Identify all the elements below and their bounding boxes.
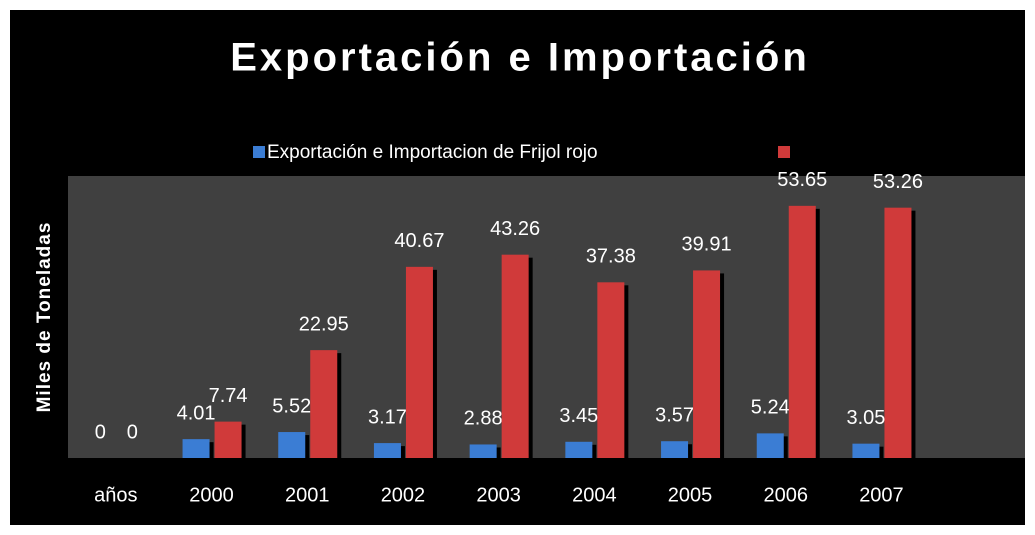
plot-area	[68, 176, 1025, 458]
data-label: 3.17	[368, 406, 407, 428]
bar	[693, 270, 721, 458]
data-label: 53.26	[873, 171, 923, 193]
bar	[661, 441, 689, 458]
data-label: 3.05	[846, 407, 885, 429]
x-tick-label: 2002	[381, 484, 426, 506]
bar	[373, 443, 401, 458]
data-label: 4.01	[177, 402, 216, 424]
data-label: 0	[95, 421, 106, 443]
bar	[852, 443, 880, 458]
chart-title: Exportación e Importación	[230, 36, 810, 80]
legend-swatch	[778, 146, 790, 158]
bar	[469, 444, 497, 458]
x-tick-label: 2004	[572, 484, 617, 506]
data-label: 3.57	[655, 405, 694, 427]
data-label: 0	[127, 421, 138, 443]
bar	[756, 433, 784, 458]
bar	[214, 421, 242, 458]
data-label: 3.45	[559, 405, 598, 427]
bar	[182, 439, 210, 458]
bar	[501, 254, 529, 458]
bar	[405, 266, 433, 458]
data-label: 5.24	[751, 397, 790, 419]
data-label: 53.65	[777, 169, 827, 191]
legend-swatch	[253, 146, 265, 158]
x-tick-label: 2000	[189, 484, 234, 506]
x-tick-label: 2007	[859, 484, 904, 506]
data-label: 5.52	[272, 395, 311, 417]
bar	[565, 441, 593, 458]
bar	[310, 350, 338, 458]
x-tick-label: 2006	[764, 484, 809, 506]
data-label: 37.38	[586, 246, 636, 268]
y-axis-title: Miles de Toneladas	[34, 222, 55, 413]
x-tick-label: 2001	[285, 484, 330, 506]
legend-label: Exportación e Importacion de Frijol rojo	[267, 142, 598, 163]
x-tick-label: años	[94, 484, 137, 506]
x-tick-label: 2003	[476, 484, 521, 506]
data-label: 22.95	[299, 313, 349, 335]
data-label: 2.88	[464, 408, 503, 430]
bar	[597, 282, 625, 458]
data-label: 43.26	[490, 218, 540, 240]
bar	[884, 207, 912, 458]
bar	[788, 205, 816, 458]
bar	[278, 432, 306, 458]
data-label: 40.67	[394, 230, 444, 252]
x-tick-label: 2005	[668, 484, 713, 506]
data-label: 7.74	[209, 385, 248, 407]
data-label: 39.91	[682, 234, 732, 256]
